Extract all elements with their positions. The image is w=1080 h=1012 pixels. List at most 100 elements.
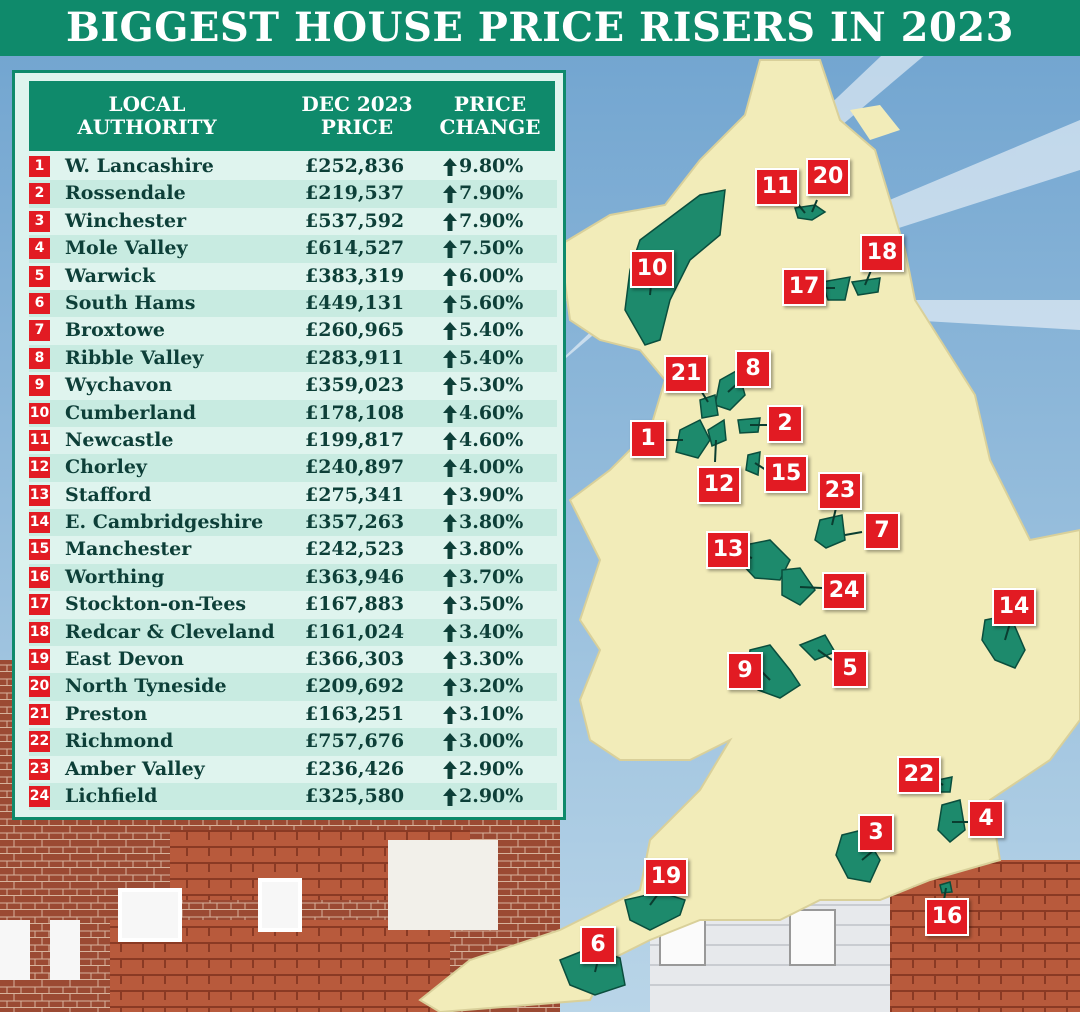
local-authority-name: Wychavon	[65, 374, 173, 397]
price-change: 3.30%	[459, 648, 524, 671]
page-title: BIGGEST HOUSE PRICE RISERS IN 2023	[0, 0, 1080, 56]
local-authority-name: Redcar & Cleveland	[65, 620, 275, 643]
region-4	[937, 799, 966, 844]
table-row: 17 Stockton-on-Tees £167,883 3.50%	[29, 591, 557, 618]
local-authority-name: W. Lancashire	[65, 155, 214, 177]
local-authority-name: Richmond	[65, 730, 174, 753]
up-arrow-icon	[443, 322, 457, 341]
region-2	[737, 417, 761, 434]
dec-2023-price: £167,883	[305, 593, 405, 616]
rank-badge: 14	[29, 512, 50, 534]
map-label-17: 17	[782, 268, 826, 306]
price-change: 7.50%	[459, 237, 524, 260]
map-label-2: 2	[767, 405, 803, 443]
price-change: 7.90%	[459, 209, 524, 232]
price-change: 7.90%	[459, 182, 524, 205]
local-authority-name: Preston	[65, 702, 148, 725]
local-authority-name: E. Cambridgeshire	[65, 511, 264, 534]
up-arrow-icon	[443, 760, 457, 779]
map-label-8: 8	[735, 350, 771, 388]
rank-badge: 11	[29, 429, 50, 451]
price-change: 3.20%	[459, 675, 524, 698]
price-change: 5.40%	[459, 346, 524, 369]
local-authority-name: Warwick	[65, 264, 156, 287]
table-row: 22 Richmond £757,676 3.00%	[29, 728, 557, 756]
up-arrow-icon	[443, 431, 457, 450]
up-arrow-icon	[443, 568, 457, 587]
dec-2023-price: £363,946	[305, 565, 405, 588]
table-row: 5 Warwick £383,319 6.00%	[29, 263, 557, 290]
up-arrow-icon	[443, 623, 457, 642]
local-authority-name: North Tyneside	[65, 675, 227, 698]
dec-2023-price: £199,817	[305, 428, 405, 451]
price-change: 5.40%	[459, 319, 524, 342]
region-12	[707, 418, 727, 448]
local-authority-name: Lichfield	[65, 784, 158, 807]
price-change: 3.10%	[459, 702, 524, 725]
rank-badge: 9	[29, 375, 50, 397]
region-15	[745, 451, 761, 477]
rank-badge: 20	[29, 676, 50, 698]
local-authority-name: Worthing	[65, 565, 165, 588]
up-arrow-icon	[443, 459, 457, 478]
local-authority-name: South Hams	[65, 291, 196, 314]
dec-2023-price: £359,023	[305, 374, 405, 397]
table-header: LOCAL AUTHORITY DEC 2023 PRICE PRICE CHA…	[29, 81, 555, 151]
map-label-3: 3	[858, 814, 894, 852]
price-change: 2.90%	[459, 757, 524, 780]
rank-badge: 2	[29, 183, 50, 205]
dec-2023-price: £283,911	[305, 346, 405, 369]
dec-2023-price: £357,263	[305, 511, 405, 534]
header-price-change: PRICE CHANGE	[439, 92, 541, 139]
table-row: 23 Amber Valley £236,426 2.90%	[29, 756, 557, 783]
local-authority-name: Cumberland	[65, 401, 197, 424]
table-row: 19 East Devon £366,303 3.30%	[29, 646, 557, 673]
dec-2023-price: £366,303	[305, 648, 405, 671]
dec-2023-price: £219,537	[305, 182, 405, 205]
map-label-21: 21	[664, 355, 708, 393]
local-authority-name: East Devon	[65, 648, 184, 671]
up-arrow-icon	[443, 212, 457, 231]
dec-2023-price: £242,523	[305, 538, 405, 561]
region-23	[814, 514, 846, 549]
table-row: 3 Winchester £537,592 7.90%	[29, 208, 557, 235]
table-row: 24 Lichfield £325,580 2.90%	[29, 782, 557, 811]
map-label-19: 19	[644, 858, 688, 896]
header-local-authority: LOCAL AUTHORITY	[77, 92, 217, 139]
map-label-13: 13	[706, 531, 750, 569]
price-change: 3.90%	[459, 483, 524, 506]
rank-badge: 3	[29, 210, 50, 232]
local-authority-name: Manchester	[65, 538, 192, 561]
dec-2023-price: £240,897	[305, 456, 405, 479]
map-label-14: 14	[992, 588, 1036, 626]
table-row: 16 Worthing £363,946 3.70%	[29, 563, 557, 592]
map-label-4: 4	[968, 800, 1004, 838]
price-change: 6.00%	[459, 264, 524, 287]
rank-badge: 16	[29, 566, 50, 588]
price-change: 4.60%	[459, 401, 524, 424]
rank-badge: 7	[29, 320, 50, 342]
up-arrow-icon	[443, 733, 457, 752]
map-label-24: 24	[822, 572, 866, 610]
map-label-10: 10	[630, 250, 674, 288]
rank-badge: 24	[29, 785, 50, 807]
map-label-12: 12	[697, 466, 741, 504]
table-row: 7 Broxtowe £260,965 5.40%	[29, 317, 557, 344]
price-change: 2.90%	[459, 784, 524, 807]
local-authority-name: Winchester	[65, 209, 187, 232]
local-authority-name: Stafford	[65, 483, 152, 506]
dec-2023-price: £275,341	[305, 483, 405, 506]
dec-2023-price: £614,527	[305, 237, 405, 260]
dec-2023-price: £236,426	[305, 757, 405, 780]
map-label-18: 18	[860, 234, 904, 272]
table-row: 13 Stafford £275,341 3.90%	[29, 482, 557, 509]
up-arrow-icon	[443, 678, 457, 697]
local-authority-name: Mole Valley	[65, 237, 188, 260]
map-label-16: 16	[925, 898, 969, 936]
price-change: 5.60%	[459, 291, 524, 314]
dec-2023-price: £537,592	[305, 209, 405, 232]
table-row: 11 Newcastle £199,817 4.60%	[29, 427, 557, 454]
rank-badge: 8	[29, 347, 50, 369]
up-arrow-icon	[443, 514, 457, 533]
price-change: 5.30%	[459, 374, 524, 397]
